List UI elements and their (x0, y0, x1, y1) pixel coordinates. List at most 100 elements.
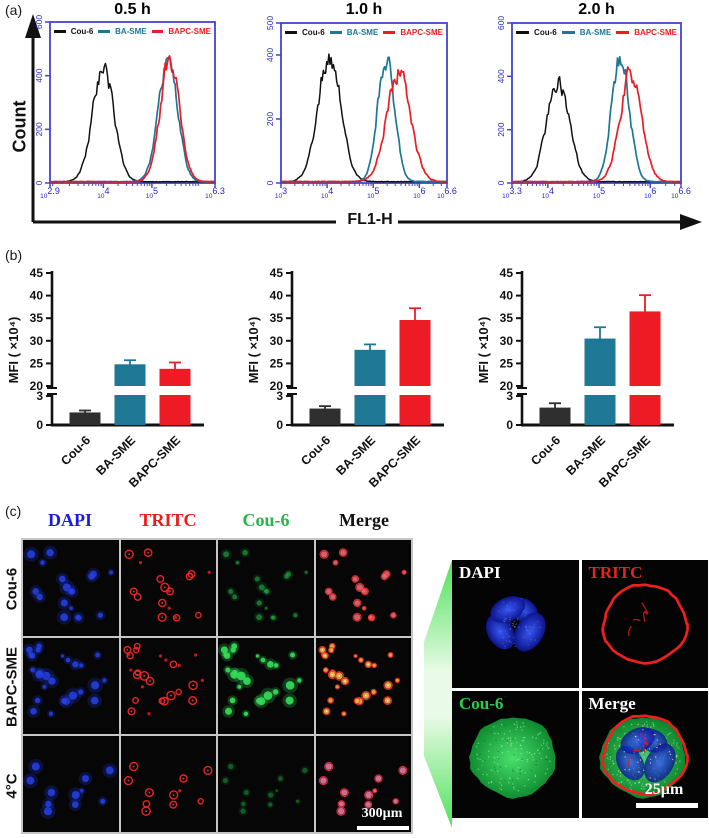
svg-text:45: 45 (500, 266, 514, 280)
micrograph-4°C-TRITC (120, 736, 216, 832)
svg-text:20: 20 (500, 379, 514, 393)
flow-legend-flow_2h: Cou-6 BA-SME BAPC-SME (516, 28, 677, 37)
svg-text:0: 0 (506, 418, 513, 432)
zoom-cell-DAPI: DAPI (452, 560, 579, 688)
legend-line-swatch (285, 31, 298, 34)
legend-line-swatch (329, 31, 342, 34)
svg-text:20: 20 (270, 379, 284, 393)
scalebar-25um-bar (636, 803, 698, 808)
svg-text:BA-SME: BA-SME (563, 433, 608, 478)
svg-text:105: 105 (146, 186, 158, 200)
row-label-4c: 4°C (3, 773, 21, 799)
svg-text:3: 3 (36, 389, 43, 403)
micrograph-BAPC-SME-Cou-6 (218, 638, 314, 734)
micrograph-4°C-Cou-6 (218, 736, 314, 832)
zoom-cell-label: Cou-6 (459, 693, 504, 713)
svg-text:400: 400 (34, 68, 44, 82)
legend-label: BAPC-SME (634, 28, 677, 37)
svg-text:103.3: 103.3 (502, 186, 522, 200)
micrograph-BAPC-SME-Merge (315, 638, 411, 734)
flow-title-1h: 1.0 h (345, 1, 383, 18)
col-header-tritc: TRITC (139, 510, 197, 530)
flow-plot-flow_0_5h: 0 200 400 600 102.9 104 105 106.3 (34, 15, 225, 200)
svg-text:200: 200 (34, 122, 44, 136)
micrograph-4°C-DAPI (23, 736, 119, 832)
svg-text:600: 600 (496, 16, 506, 30)
micrograph-BAPC-SME-TRITC (120, 638, 216, 734)
svg-text:102.9: 102.9 (40, 186, 60, 200)
svg-text:0: 0 (34, 180, 44, 185)
svg-text:BA-SME: BA-SME (333, 433, 378, 478)
col-header-cou6: Cou-6 (242, 510, 290, 530)
micrograph-Cou-6-Cou-6 (218, 540, 314, 636)
svg-text:0: 0 (276, 418, 283, 432)
zoom-cell-Cou-6: Cou-6 (452, 690, 579, 818)
legend-line-swatch (98, 30, 111, 33)
fl1h-axis-label: FL1-H (347, 211, 393, 228)
svg-text:35: 35 (30, 311, 44, 325)
svg-text:106: 106 (413, 186, 425, 200)
flow-cytometry-panel: 0 200 400 600 102.9 104 105 106.3 0 200 400 500 103 1… (25, 14, 702, 230)
row-label-bapcsme: BAPC-SME (3, 646, 21, 728)
svg-text:200: 200 (496, 122, 506, 136)
legend-label: BAPC-SME (168, 27, 212, 36)
zoom-cell-Merge: Merge (581, 690, 708, 818)
flow-title-2h: 2.0 h (578, 1, 615, 18)
svg-text:104: 104 (542, 186, 554, 200)
svg-text:30: 30 (500, 334, 514, 348)
svg-text:MFI ( ×10⁴): MFI ( ×10⁴) (246, 317, 261, 384)
flow-plot-flow_2h: 0 200 400 600 103.3 104 105 106 106.6 (496, 16, 691, 200)
svg-text:Cou-6: Cou-6 (528, 433, 563, 468)
svg-text:MFI ( ×10⁴): MFI ( ×10⁴) (476, 317, 491, 384)
svg-text:400: 400 (265, 48, 275, 62)
svg-text:0: 0 (496, 180, 506, 185)
col-header-merge: Merge (339, 510, 389, 530)
flow-legend-flow_0_5h: Cou-6 BA-SME BAPC-SME (54, 27, 211, 36)
svg-text:103: 103 (275, 186, 287, 200)
micrograph-grid (21, 538, 413, 834)
legend-line-swatch (54, 30, 66, 33)
legend-label: BA-SME (579, 28, 612, 37)
svg-text:25: 25 (500, 356, 514, 370)
legend-line-swatch (616, 31, 630, 34)
flow-title-0-5h: 0.5 h (114, 1, 151, 18)
legend-label: Cou-6 (302, 28, 325, 37)
svg-text:3: 3 (506, 389, 513, 403)
svg-text:400: 400 (496, 69, 506, 83)
svg-text:106: 106 (644, 186, 656, 200)
svg-text:104: 104 (321, 186, 333, 200)
legend-label: Cou-6 (70, 27, 94, 36)
legend-line-swatch (516, 31, 530, 34)
svg-text:0: 0 (265, 180, 275, 185)
scalebar-25um-text: 25µm (644, 781, 684, 798)
svg-text:0: 0 (36, 418, 43, 432)
svg-text:45: 45 (270, 266, 284, 280)
panel-c-label: (c) (5, 503, 22, 519)
magnification-wedge (424, 560, 452, 828)
svg-text:600: 600 (34, 15, 44, 29)
svg-text:30: 30 (270, 334, 284, 348)
svg-text:105: 105 (367, 186, 379, 200)
micrograph-BAPC-SME-DAPI (23, 638, 119, 734)
svg-text:35: 35 (270, 311, 284, 325)
legend-label: BAPC-SME (400, 28, 443, 37)
zoom-cell-label: TRITC (588, 563, 643, 582)
svg-text:25: 25 (270, 356, 284, 370)
svg-text:40: 40 (270, 289, 284, 303)
legend-line-swatch (151, 30, 164, 33)
zoom-micrograph-grid: DAPI TRITC Cou-6 Merge (452, 560, 708, 818)
svg-text:Cou-6: Cou-6 (298, 433, 333, 468)
svg-text:3: 3 (276, 389, 283, 403)
svg-text:Cou-6: Cou-6 (58, 433, 93, 468)
panel-a-label: (a) (5, 2, 23, 18)
col-header-dapi: DAPI (48, 510, 92, 530)
svg-text:45: 45 (30, 266, 44, 280)
svg-text:40: 40 (500, 289, 514, 303)
svg-text:106.3: 106.3 (205, 186, 225, 200)
svg-text:25: 25 (30, 356, 44, 370)
